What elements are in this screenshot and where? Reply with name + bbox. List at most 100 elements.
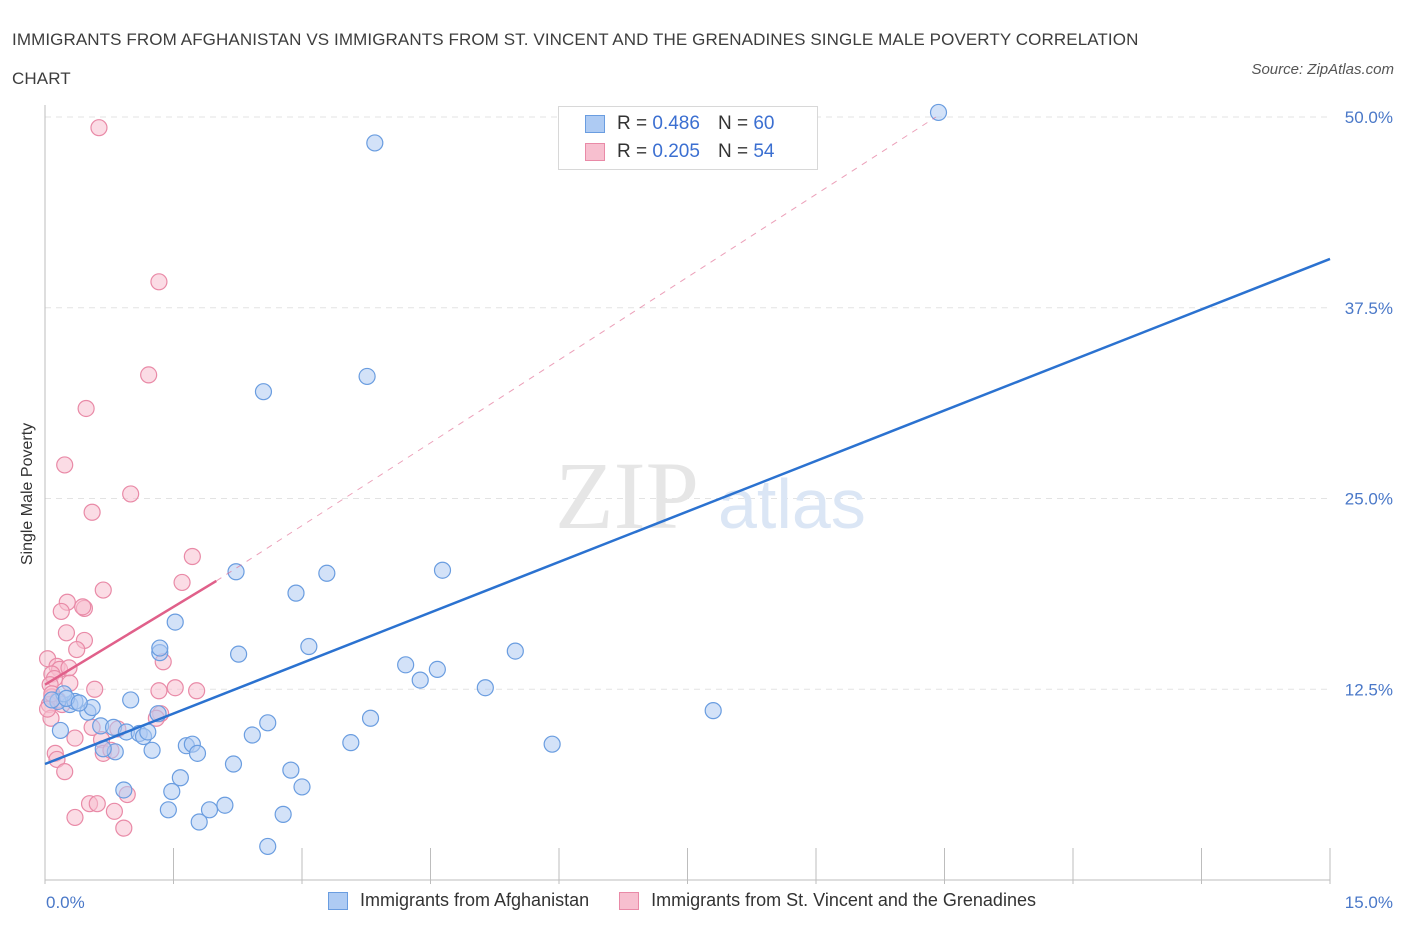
x-tick-label: 15.0% <box>1345 893 1393 912</box>
legend-row-afghanistan: R = 0.486 N = 60 <box>585 111 774 137</box>
y-tick-label: 37.5% <box>1345 299 1393 318</box>
legend-swatch-pink <box>585 143 605 161</box>
legend-r-label: R = <box>617 113 648 134</box>
stats-legend: R = 0.486 N = 60 R = 0.205 N = 54 <box>558 106 818 170</box>
watermark: ZIP atlas <box>555 442 866 549</box>
afghanistan-point <box>342 734 360 752</box>
legend-n-value: 54 <box>753 141 775 162</box>
afghanistan-point <box>411 671 429 689</box>
stvincent-point <box>88 795 106 813</box>
stvincent-point <box>83 503 101 521</box>
legend-n-label: N = <box>717 113 749 134</box>
stvincent-point <box>52 602 70 621</box>
afghanistan-point <box>397 656 415 674</box>
stvincent-point <box>140 366 158 384</box>
watermark-zip: ZIP <box>555 442 699 549</box>
watermark-atlas: atlas <box>718 465 866 543</box>
y-tick-label: 50.0% <box>1345 108 1393 127</box>
stvincent-point <box>66 808 84 827</box>
afghanistan-point <box>43 691 61 709</box>
y-tick-label: 12.5% <box>1345 680 1393 699</box>
series-swatch-pink <box>619 891 640 910</box>
chart-title: IMMIGRANTS FROM AFGHANISTAN VS IMMIGRANT… <box>12 30 1139 88</box>
stvincent-point <box>57 624 76 642</box>
afghanistan-point <box>163 782 181 801</box>
afghanistan-trend-line <box>44 257 1331 766</box>
legend-r-value: 0.486 <box>652 113 700 134</box>
afghanistan-point <box>506 642 524 660</box>
afghanistan-point <box>929 103 948 122</box>
afghanistan-point <box>361 709 380 727</box>
afghanistan-point <box>159 801 177 819</box>
stvincent-trend-line <box>44 579 217 686</box>
afghanistan-point <box>122 691 140 709</box>
afghanistan-point <box>259 714 277 732</box>
stvincent-point <box>74 598 92 616</box>
afghanistan-point <box>227 563 245 581</box>
afghanistan-point <box>543 735 561 753</box>
x-tick-labels: 0.0% 15.0% <box>46 893 1393 912</box>
afghanistan-point <box>282 761 300 779</box>
stvincent-point <box>90 119 108 137</box>
series-swatch-blue <box>328 891 348 910</box>
afghanistan-point <box>428 660 446 679</box>
stvincent-point <box>77 399 95 418</box>
stvincent-trend-line <box>216 116 937 582</box>
afghanistan-point <box>293 778 311 796</box>
legend-r-value: 0.205 <box>652 141 700 162</box>
stvincent-point <box>56 763 74 781</box>
afghanistan-point <box>51 721 70 740</box>
stvincent-point <box>150 273 168 291</box>
x-tick-label: 0.0% <box>46 893 85 912</box>
afghanistan-point <box>300 637 318 656</box>
series-legend: Immigrants from Afghanistan Immigrants f… <box>328 890 1066 911</box>
y-tick-label: 25.0% <box>1345 490 1393 509</box>
afghanistan-point <box>254 383 273 401</box>
stvincent-point <box>150 682 168 700</box>
afghanistan-point <box>704 702 722 720</box>
axes <box>44 105 1331 884</box>
stvincent-point <box>105 802 123 820</box>
grid-lines <box>45 116 1330 690</box>
afghanistan-point <box>287 584 305 602</box>
series-label-afghanistan: Immigrants from Afghanistan <box>360 890 590 910</box>
stvincent-point <box>94 581 112 599</box>
afghanistan-point <box>216 796 234 814</box>
afghanistan-point <box>115 781 133 799</box>
stvincent-point <box>173 573 191 592</box>
afghanistan-point <box>190 813 208 831</box>
legend-n-value: 60 <box>753 113 775 134</box>
legend-row-stvincent: R = 0.205 N = 54 <box>585 139 774 165</box>
afghanistan-point <box>151 639 169 657</box>
stvincent-point <box>86 680 104 698</box>
afghanistan-point <box>70 694 88 712</box>
afghanistan-point <box>476 679 494 697</box>
stvincent-point <box>188 682 206 700</box>
afghanistan-point <box>259 837 277 856</box>
legend-n-label: N = <box>717 141 749 162</box>
afghanistan-point <box>358 367 376 386</box>
y-tick-labels: 12.5% 25.0% 37.5% 50.0% <box>1345 108 1393 699</box>
series-label-stvincent: Immigrants from St. Vincent and the Gren… <box>651 890 1036 910</box>
source-label: Source: ZipAtlas.com <box>1251 61 1394 78</box>
afghanistan-point <box>366 134 384 152</box>
trend-lines <box>44 116 1331 766</box>
stvincent-point <box>115 819 133 837</box>
stvincent-point <box>68 640 86 659</box>
afghanistan-point <box>433 561 452 579</box>
stvincent-point <box>122 485 140 503</box>
afghanistan-points <box>43 103 948 856</box>
afghanistan-point <box>230 645 248 663</box>
afghanistan-point <box>188 744 207 762</box>
afghanistan-point <box>171 769 189 787</box>
afghanistan-point <box>224 755 243 773</box>
series-legend-stvincent: Immigrants from St. Vincent and the Gren… <box>619 890 1036 911</box>
afghanistan-point <box>200 801 219 819</box>
afghanistan-point <box>318 564 336 582</box>
stvincent-point <box>66 729 84 747</box>
legend-r-label: R = <box>617 141 648 162</box>
afghanistan-point <box>143 741 161 759</box>
series-legend-afghanistan: Immigrants from Afghanistan <box>328 890 589 911</box>
afghanistan-point <box>166 613 184 631</box>
